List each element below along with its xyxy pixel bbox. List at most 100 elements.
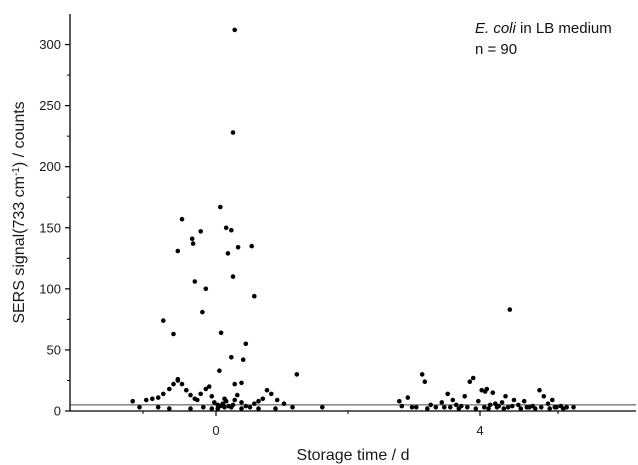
data-point [243,341,249,347]
data-point [230,402,236,408]
data-point [252,293,257,299]
data-point [249,243,254,249]
data-point [433,405,439,410]
data-point [445,391,451,397]
data-point [195,397,200,403]
y-axis-title-superscript: -1 [11,167,22,176]
data-point [465,405,470,410]
data-point [456,406,462,411]
data-point [397,398,402,404]
data-point [188,392,193,398]
data-point [232,27,237,33]
x-tick-label: 0 [212,423,219,438]
data-point [409,405,415,410]
data-point [473,406,479,411]
data-point [320,405,325,410]
y-tick-label: 250 [39,98,61,113]
data-point [561,406,566,411]
data-point [264,387,270,393]
data-point [137,405,142,410]
data-point [545,401,551,407]
data-point [218,330,224,336]
data-point [511,397,517,403]
data-point [290,405,295,410]
data-point [179,216,185,222]
data-point [179,381,185,387]
data-point [448,405,453,410]
annotation-organism: E. coli in LB medium [475,20,612,37]
data-point [167,406,172,411]
data-point [541,394,547,399]
data-point [501,406,507,411]
data-point [487,402,493,408]
data-point [524,405,530,410]
data-point [552,405,558,410]
data-point [161,318,166,323]
data-point [167,386,172,392]
data-point [188,406,193,411]
y-tick-label: 50 [47,342,61,357]
y-tick-label: 150 [39,220,61,235]
data-point [462,394,468,399]
data-points [130,27,576,411]
data-point [240,357,246,363]
data-point [171,381,176,387]
data-point [215,406,220,411]
data-point [470,375,476,381]
data-point [537,387,542,393]
data-point [547,406,552,411]
data-point [217,368,222,374]
data-point [533,406,538,411]
data-point [405,395,411,400]
data-point [467,379,473,385]
data-point [206,384,212,389]
y-tick-label: 100 [39,281,61,296]
data-point [499,400,505,405]
data-point [239,400,244,405]
data-point [252,401,257,407]
data-point [503,394,508,399]
y-axis-title-main: SERS signal(733 cm [11,176,28,324]
data-point [230,130,236,135]
data-point [212,400,217,405]
data-point [230,274,236,279]
data-point [218,204,223,210]
data-point [425,406,430,411]
data-point [256,406,261,411]
data-point [220,401,226,407]
data-point [225,251,231,256]
x-tick-label: 4 [476,423,483,438]
data-point [235,245,241,250]
data-point [184,387,189,393]
data-point [243,403,249,409]
data-point [171,331,176,337]
annotation-organism-name: E. coli [475,20,517,37]
data-point [189,236,195,242]
y-axis-ticks: 0 50 100 150 200 250 300 [39,37,70,419]
data-point [450,397,456,403]
data-point [484,386,490,392]
data-point [144,397,149,403]
data-point [439,400,445,405]
data-point [175,378,181,383]
data-point [150,396,155,402]
data-point [494,405,500,410]
data-point [232,381,237,387]
data-point [155,405,161,410]
data-point [229,355,234,360]
data-point [256,398,261,404]
data-point [203,286,209,292]
data-point [493,401,498,407]
data-point [550,397,555,403]
data-point [175,248,181,254]
y-tick-label: 300 [39,37,61,52]
data-point [422,379,428,385]
x-axis-title: Storage time / d [297,447,410,464]
data-point [281,401,287,407]
data-point [516,402,521,408]
data-point [161,391,166,397]
data-point [239,380,244,386]
data-point [232,397,237,403]
